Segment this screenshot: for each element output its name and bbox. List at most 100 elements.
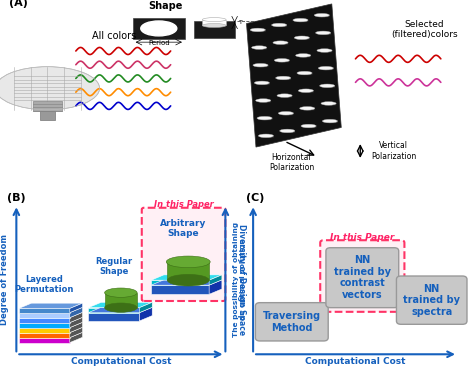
Ellipse shape [297, 71, 312, 75]
Ellipse shape [278, 78, 292, 80]
FancyBboxPatch shape [396, 276, 467, 324]
Ellipse shape [317, 49, 332, 52]
Polygon shape [18, 312, 82, 317]
Ellipse shape [258, 134, 273, 138]
Ellipse shape [301, 124, 316, 128]
Ellipse shape [297, 38, 310, 40]
Ellipse shape [319, 66, 334, 70]
Ellipse shape [280, 129, 295, 133]
Polygon shape [209, 275, 222, 285]
Text: Computational Cost: Computational Cost [71, 357, 171, 366]
FancyBboxPatch shape [326, 248, 399, 307]
Ellipse shape [261, 137, 274, 138]
Polygon shape [18, 322, 82, 328]
FancyBboxPatch shape [18, 328, 70, 333]
Ellipse shape [275, 43, 289, 45]
Ellipse shape [320, 69, 334, 70]
Ellipse shape [279, 96, 292, 98]
Polygon shape [139, 302, 152, 313]
Ellipse shape [202, 24, 226, 27]
Ellipse shape [274, 58, 290, 62]
Ellipse shape [276, 76, 291, 80]
Polygon shape [18, 317, 82, 323]
Polygon shape [70, 327, 82, 337]
Ellipse shape [277, 61, 290, 63]
Text: All colors: All colors [91, 31, 136, 41]
Polygon shape [88, 307, 152, 313]
Text: Horizontal
Polarization: Horizontal Polarization [269, 153, 314, 172]
Ellipse shape [318, 33, 331, 35]
Text: Shape: Shape [149, 1, 183, 11]
Ellipse shape [314, 13, 329, 17]
Text: Arbitrary
Shape: Arbitrary Shape [160, 219, 207, 238]
Polygon shape [70, 332, 82, 343]
FancyBboxPatch shape [202, 20, 226, 26]
Ellipse shape [105, 303, 137, 312]
Ellipse shape [105, 288, 137, 297]
Circle shape [0, 67, 100, 110]
Text: (C): (C) [246, 193, 264, 203]
Polygon shape [105, 293, 137, 307]
Ellipse shape [272, 23, 287, 27]
Text: Selected
(filtered)colors: Selected (filtered)colors [391, 20, 457, 39]
FancyBboxPatch shape [133, 18, 185, 39]
Polygon shape [151, 275, 222, 280]
Ellipse shape [325, 122, 338, 123]
Ellipse shape [316, 31, 331, 35]
Ellipse shape [319, 51, 333, 53]
Ellipse shape [319, 84, 335, 88]
Text: In this Paper: In this Paper [330, 233, 394, 242]
Ellipse shape [254, 48, 267, 50]
Ellipse shape [253, 63, 268, 67]
Ellipse shape [302, 109, 315, 111]
Ellipse shape [300, 74, 313, 75]
Ellipse shape [295, 21, 309, 22]
FancyBboxPatch shape [40, 111, 55, 120]
Ellipse shape [298, 56, 311, 58]
Ellipse shape [257, 117, 272, 120]
Polygon shape [18, 303, 82, 309]
Text: (A): (A) [9, 0, 28, 8]
Polygon shape [18, 307, 82, 313]
Text: Traversing
Method: Traversing Method [263, 311, 321, 333]
Ellipse shape [300, 107, 315, 110]
Ellipse shape [278, 111, 293, 115]
Text: NN
trained by
contrast
vectors: NN trained by contrast vectors [334, 255, 391, 300]
Polygon shape [88, 302, 152, 307]
Ellipse shape [281, 114, 294, 115]
FancyBboxPatch shape [18, 323, 70, 328]
Ellipse shape [252, 46, 267, 49]
Ellipse shape [303, 127, 317, 128]
Ellipse shape [322, 120, 337, 123]
Ellipse shape [202, 18, 226, 21]
Polygon shape [70, 322, 82, 333]
Ellipse shape [273, 41, 288, 44]
FancyBboxPatch shape [33, 101, 62, 111]
Polygon shape [209, 280, 222, 295]
FancyBboxPatch shape [320, 240, 404, 312]
Ellipse shape [258, 101, 271, 102]
Polygon shape [70, 307, 82, 317]
Ellipse shape [293, 18, 308, 22]
Ellipse shape [298, 89, 313, 92]
Text: Layered
Permutation: Layered Permutation [15, 275, 74, 295]
Ellipse shape [322, 86, 335, 88]
Ellipse shape [317, 16, 330, 17]
Ellipse shape [282, 131, 295, 133]
FancyBboxPatch shape [18, 317, 70, 323]
FancyBboxPatch shape [151, 285, 209, 295]
FancyBboxPatch shape [18, 313, 70, 317]
Ellipse shape [321, 102, 336, 105]
Text: In this Paper: In this Paper [154, 200, 213, 209]
Ellipse shape [257, 84, 270, 85]
Text: Regular
Shape: Regular Shape [95, 257, 132, 276]
Polygon shape [70, 303, 82, 313]
Ellipse shape [167, 274, 209, 286]
Text: The possibility of obtaining
an optimal solution: The possibility of obtaining an optimal … [233, 222, 246, 337]
FancyBboxPatch shape [88, 313, 139, 321]
Polygon shape [18, 327, 82, 333]
Ellipse shape [259, 119, 273, 120]
Ellipse shape [253, 30, 266, 32]
Ellipse shape [166, 256, 210, 268]
Ellipse shape [323, 104, 337, 105]
